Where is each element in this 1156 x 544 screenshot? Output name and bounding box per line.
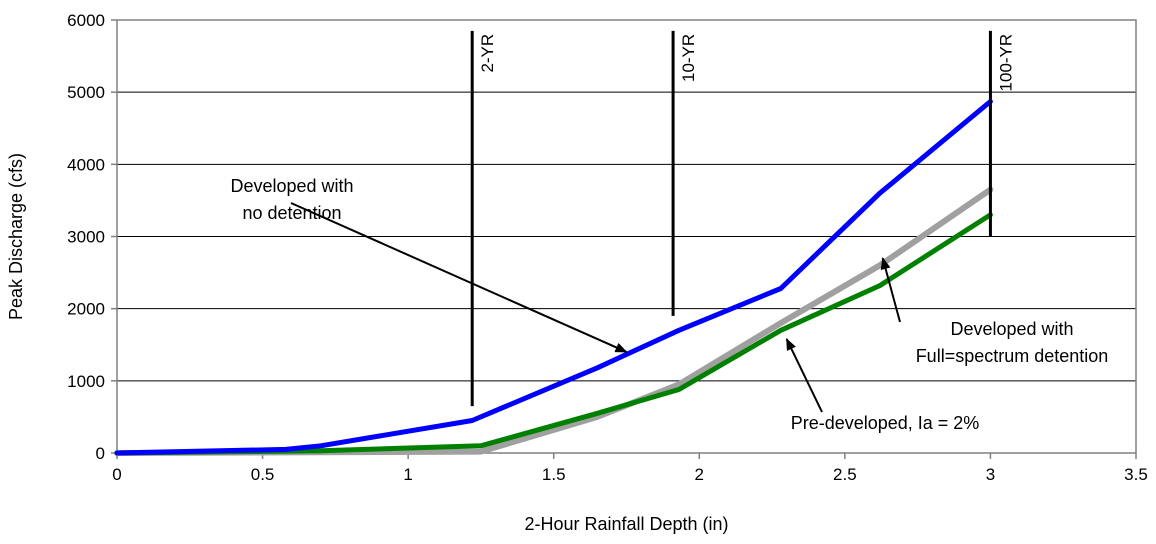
gridlines xyxy=(117,91,1136,382)
annotation-arrow xyxy=(290,202,628,353)
y-tick-label: 3000 xyxy=(67,228,105,247)
x-tick-label: 0.5 xyxy=(251,465,275,484)
return-period-label: 100-YR xyxy=(996,34,1015,92)
y-tick-label: 6000 xyxy=(67,11,105,30)
y-tick-label: 2000 xyxy=(67,300,105,319)
annotation-text: Full=spectrum detention xyxy=(916,346,1109,366)
axes: 0 1000 2000 3000 4000 5000 6000 0 0.5 1 1.5 2 2.5 3 3.… xyxy=(67,11,1148,484)
y-axis-title: Peak Discharge (cfs) xyxy=(6,153,26,320)
annotation-text: no detention xyxy=(242,203,341,223)
y-tick-label: 1000 xyxy=(67,372,105,391)
x-tick-label: 1.5 xyxy=(542,465,566,484)
x-tick-label: 3.5 xyxy=(1124,465,1148,484)
data-series xyxy=(114,99,994,456)
y-tick-label: 5000 xyxy=(67,83,105,102)
return-period-label: 2-YR xyxy=(478,34,497,73)
y-tick-label: 0 xyxy=(96,444,105,463)
x-tick-label: 2.5 xyxy=(833,465,857,484)
return-period-markers: 2-YR 10-YR 100-YR xyxy=(470,30,1015,407)
annotation-arrow xyxy=(880,257,901,323)
x-tick-label: 2 xyxy=(695,465,704,484)
annotation-text: Developed with xyxy=(230,176,353,196)
series-line xyxy=(114,186,994,456)
annotation-arrow xyxy=(785,338,823,413)
x-axis-title: 2-Hour Rainfall Depth (in) xyxy=(524,514,728,534)
x-tick-label: 3 xyxy=(986,465,995,484)
annotations: Developed with no detention Developed with… xyxy=(230,176,1108,433)
return-period-label: 10-YR xyxy=(679,34,698,82)
x-tick-label: 1 xyxy=(403,465,412,484)
series-line xyxy=(114,99,993,456)
annotation-text: Developed with xyxy=(950,319,1073,339)
series-line xyxy=(114,212,993,456)
y-tick-label: 4000 xyxy=(67,155,105,174)
x-tick-label: 0 xyxy=(112,465,121,484)
annotation-text: Pre-developed, Ia = 2% xyxy=(791,413,980,433)
